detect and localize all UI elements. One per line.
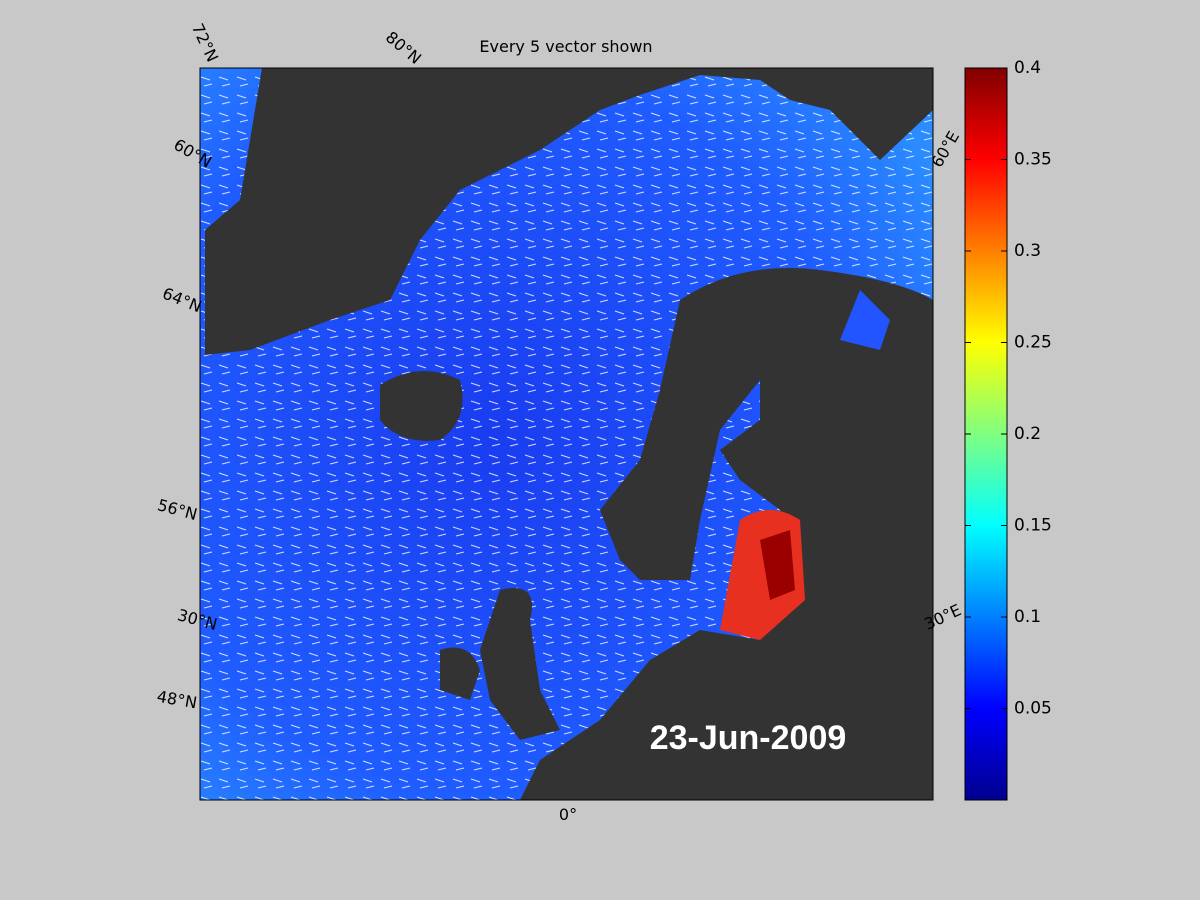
colorbar-tick-label: 0.3 (1014, 241, 1041, 261)
land (205, 68, 933, 800)
colorbar-tick-label: 0.1 (1014, 607, 1041, 627)
map-frame (199, 67, 934, 801)
white-sea (840, 290, 890, 350)
colorbar-tick-label: 0.25 (1014, 333, 1052, 353)
great-britain (480, 588, 560, 740)
ireland (440, 647, 480, 700)
map-title: Every 5 vector shown (479, 37, 652, 56)
date-label: 23-Jun-2009 (650, 719, 847, 757)
colorbar-tick-label: 0.4 (1014, 58, 1041, 78)
lat-label: 72°N (188, 20, 222, 65)
colorbar-scale (964, 67, 1008, 801)
colorbar-tick-label: 0.35 (1014, 150, 1052, 170)
lat-label: 48°N (155, 687, 198, 713)
colorbar-tick-label: 0.2 (1014, 424, 1041, 444)
baltic-core (760, 530, 795, 600)
lat-label: 56°N (155, 495, 199, 524)
map (199, 67, 934, 801)
lat-label: 64°N (160, 284, 205, 317)
colorbar-tick-label: 0.05 (1014, 699, 1052, 719)
iceland (380, 371, 463, 441)
colorbar: 0.05 0.1 0.15 0.2 0.25 0.3 0.35 0.4 (964, 58, 1052, 801)
scandinavia-europe (520, 268, 933, 800)
greenland-arctic (205, 68, 933, 355)
lat-label: 80°N (382, 28, 425, 68)
lon-label: 0° (559, 805, 577, 824)
colorbar-tick-label: 0.15 (1014, 516, 1052, 536)
